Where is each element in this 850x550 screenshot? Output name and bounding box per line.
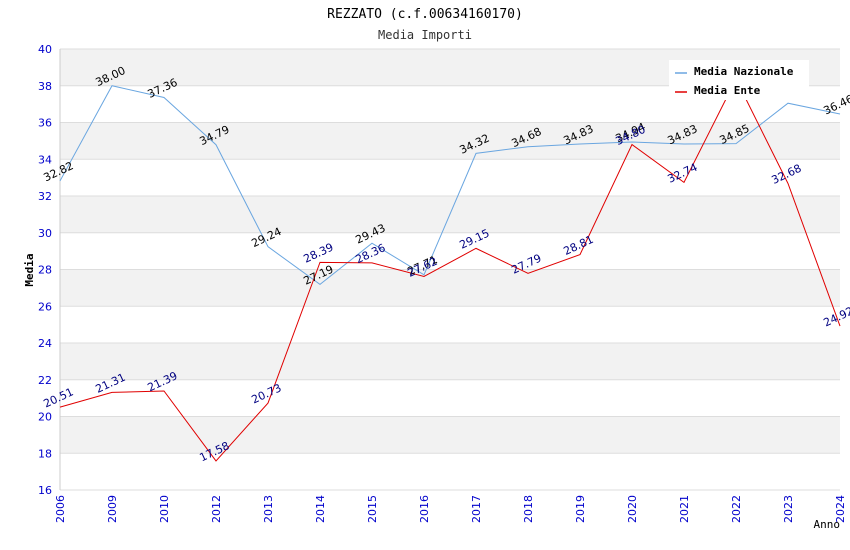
legend-label-nazionale: Media Nazionale (694, 65, 794, 78)
y-tick-label: 36 (38, 117, 52, 130)
x-axis-label: Anno (814, 518, 841, 531)
y-tick-label: 18 (38, 447, 52, 460)
x-tick-label: 2023 (782, 495, 795, 523)
grid-band (60, 379, 840, 417)
y-tick-label: 24 (38, 337, 52, 350)
y-tick-label: 28 (38, 264, 52, 277)
grid-lines (59, 48, 840, 491)
x-tick-label: 2018 (522, 495, 535, 523)
x-tick-label: 2020 (626, 495, 639, 523)
grid-band (60, 269, 840, 307)
y-axis-label: Media (23, 253, 36, 286)
x-tick-label: 2022 (730, 495, 743, 523)
grid-bands (60, 49, 840, 490)
legend: Media Nazionale Media Ente (669, 60, 809, 100)
grid-band (60, 306, 840, 343)
grid-band (60, 416, 840, 454)
chart-title: REZZATO (c.f.00634160170) (327, 7, 523, 22)
grid-band (60, 122, 840, 160)
y-axis-ticks: 16 18 20 22 24 26 28 30 32 34 36 38 40 (38, 43, 52, 497)
x-tick-label: 2013 (262, 495, 275, 523)
series-line-ente (59, 78, 841, 462)
x-axis-ticks: 2006 2009 2010 2012 2013 2014 2015 2016 2017 2018… (54, 495, 847, 523)
x-tick-label: 2012 (210, 495, 223, 523)
y-tick-label: 22 (38, 374, 52, 387)
y-tick-label: 40 (38, 43, 52, 56)
x-tick-label: 2017 (470, 495, 483, 523)
x-tick-label: 2009 (106, 495, 119, 523)
legend-label-ente: Media Ente (694, 84, 761, 97)
y-tick-label: 16 (38, 484, 52, 497)
grid-band (60, 159, 840, 196)
series-lines (59, 78, 841, 462)
y-tick-label: 32 (38, 190, 52, 203)
y-tick-label: 26 (38, 300, 52, 313)
y-tick-label: 38 (38, 80, 52, 93)
x-tick-label: 2006 (54, 495, 67, 523)
x-tick-label: 2015 (366, 495, 379, 523)
x-tick-label: 2024 (834, 495, 847, 523)
x-tick-label: 2016 (418, 495, 431, 523)
series-line-nazionale (59, 85, 841, 286)
grid-band (60, 232, 840, 270)
chart-subtitle: Media Importi (378, 28, 472, 42)
y-tick-label: 30 (38, 227, 52, 240)
grid-band (60, 343, 840, 380)
x-tick-label: 2010 (158, 495, 171, 523)
x-tick-label: 2019 (574, 495, 587, 523)
grid-band (60, 453, 840, 490)
x-tick-label: 2014 (314, 495, 327, 523)
y-tick-label: 20 (38, 411, 52, 424)
y-tick-label: 34 (38, 153, 52, 166)
legend-background (669, 60, 809, 100)
x-tick-label: 2021 (678, 495, 691, 523)
